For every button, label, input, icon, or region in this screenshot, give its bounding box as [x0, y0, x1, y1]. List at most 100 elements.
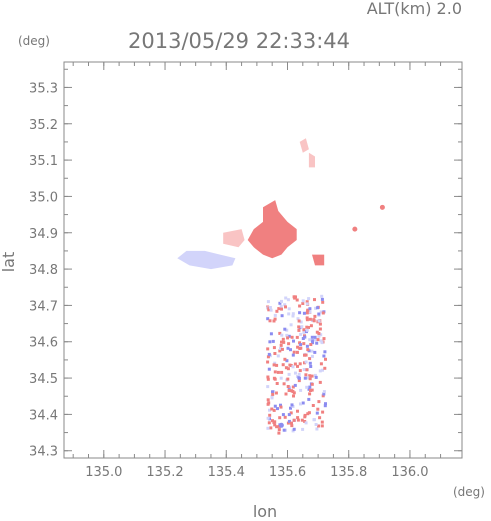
data-cell [272, 363, 276, 367]
y-axis-label: lat [0, 252, 18, 273]
data-cell [280, 314, 284, 318]
data-cell [315, 330, 319, 334]
data-cell [272, 408, 276, 412]
data-cell [293, 383, 297, 387]
data-cell [270, 396, 274, 400]
data-cell [293, 296, 297, 300]
x-tick-label-1: 135.2 [146, 465, 183, 480]
x-tick-label-2: 135.4 [208, 465, 245, 480]
data-cell [266, 377, 270, 381]
data-cell [301, 299, 305, 303]
data-cell [305, 300, 309, 304]
data-cell [300, 418, 304, 422]
data-cell [302, 311, 306, 315]
data-cell [283, 327, 287, 331]
data-cell [279, 376, 283, 380]
data-cell [278, 416, 282, 420]
data-cell [317, 400, 321, 404]
data-cell [323, 350, 327, 354]
data-cell [279, 305, 283, 308]
data-cell [282, 340, 286, 344]
data-cell [267, 352, 271, 356]
data-cell [273, 352, 277, 355]
data-cell [271, 339, 275, 343]
data-cell [317, 319, 321, 323]
data-cell [296, 317, 300, 321]
data-cell [305, 368, 309, 372]
data-cell [310, 382, 314, 386]
data-cell [279, 347, 282, 350]
data-cell [266, 398, 270, 402]
data-cell [314, 375, 318, 379]
data-cell [308, 392, 312, 396]
data-cell [285, 328, 289, 332]
data-cell [296, 409, 299, 413]
data-cell [282, 382, 286, 386]
axis-ticks: 135.0 135.2 135.4 135.6 135.8 136.0 34.3 34.4 34… [29, 62, 462, 480]
data-cell [321, 368, 324, 372]
data-cell [287, 312, 291, 316]
data-cell [322, 390, 326, 394]
data-cell [301, 302, 305, 305]
data-cell [320, 297, 324, 301]
data-cell [287, 307, 291, 311]
data-cell [313, 298, 316, 302]
data-cell [275, 382, 279, 385]
y-tick-label-0: 34.3 [29, 445, 58, 460]
data-cell [305, 311, 309, 315]
data-cell [287, 389, 291, 392]
data-cell [309, 324, 313, 328]
data-cell [299, 343, 303, 347]
data-cell [275, 309, 279, 313]
data-cell [301, 427, 305, 431]
data-cell [279, 343, 283, 347]
data-cell [273, 317, 277, 321]
data-cell [286, 346, 290, 350]
data-cell [280, 333, 284, 337]
data-cell [287, 413, 291, 417]
x-axis-label: lon [253, 502, 277, 521]
data-cell [291, 429, 295, 433]
data-cell [305, 385, 309, 389]
data-cell [278, 331, 282, 335]
data-cell [295, 298, 299, 302]
data-cell [310, 335, 314, 339]
data-cell [266, 385, 270, 389]
data-cell [266, 426, 270, 430]
data-cell [320, 341, 324, 345]
data-cell [302, 342, 306, 346]
data-cell [318, 322, 322, 326]
data-cell [296, 418, 300, 422]
data-cell [284, 392, 288, 396]
data-cell [308, 374, 312, 378]
data-cell [298, 369, 302, 373]
data-cell [284, 296, 288, 300]
data-cell [282, 428, 286, 432]
data-cell [323, 404, 327, 408]
data-cell [293, 362, 297, 366]
data-cell [318, 416, 322, 420]
data-cell [268, 319, 272, 323]
x-tick-label-0: 135.0 [85, 465, 122, 480]
data-cell [312, 418, 316, 422]
data-cell [298, 341, 302, 345]
data-cell [297, 376, 301, 380]
data-cell [278, 349, 282, 353]
data-cell [302, 368, 306, 371]
data-cell [284, 366, 288, 370]
data-cell [280, 299, 283, 303]
data-cell [305, 325, 309, 329]
data-cell [287, 342, 291, 346]
data-cell [296, 364, 299, 368]
data-cell [273, 423, 277, 427]
data-cell [292, 418, 296, 422]
data-cell [271, 419, 274, 423]
data-cell [287, 419, 291, 423]
data-cell [294, 371, 297, 375]
data-cell [319, 310, 323, 314]
x-tick-label-3: 135.6 [269, 465, 306, 480]
data-cell [303, 335, 307, 339]
data-cell [317, 334, 321, 338]
data-cell [297, 328, 301, 332]
data-cell [266, 416, 270, 420]
